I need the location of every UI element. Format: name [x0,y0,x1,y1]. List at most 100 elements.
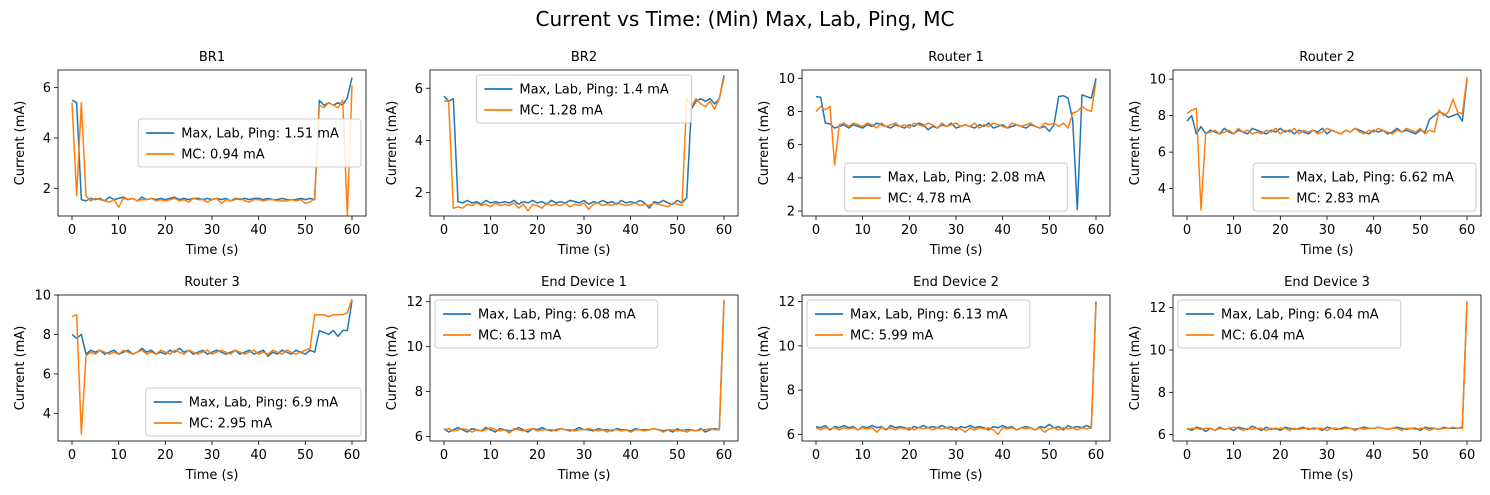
x-tick-label: 20 [529,223,546,238]
x-tick-label: 20 [1272,448,1289,463]
y-tick-label: 12 [406,295,423,310]
legend: Max, Lab, Ping: 6.04 mA MC: 6.04 mA [1177,299,1402,349]
subplot-title: Router 1 [928,50,984,65]
subplot-title: End Device 3 [1284,275,1370,290]
y-tick-label: 8 [43,328,51,343]
y-axis-label: Current (mA) [1128,101,1143,186]
legend-label-2: MC: 2.83 mA [1296,192,1380,207]
subplot-title: Router 3 [184,275,240,290]
x-tick-label: 40 [994,223,1011,238]
legend: Max, Lab, Ping: 6.08 mA MC: 6.13 mA [434,299,659,349]
x-tick-label: 50 [1412,223,1429,238]
legend-label-1: Max, Lab, Ping: 6.62 mA [1296,171,1454,186]
x-tick-label: 10 [482,223,499,238]
legend-label-2: MC: 1.28 mA [519,104,603,119]
y-tick-label: 6 [415,430,423,445]
legend: Max, Lab, Ping: 1.4 mA MC: 1.28 mA [475,74,693,124]
x-tick-label: 60 [716,448,733,463]
y-axis-label: Current (mA) [13,326,28,411]
x-tick-label: 10 [854,223,871,238]
subplot-title: BR2 [571,50,597,65]
legend-label-2: MC: 6.13 mA [478,329,562,344]
x-axis-label: Time (s) [1300,243,1354,258]
legend: Max, Lab, Ping: 6.62 mA MC: 2.83 mA [1252,162,1477,212]
y-tick-label: 6 [1158,428,1166,443]
legend-label-1: Max, Lab, Ping: 6.13 mA [850,308,1008,323]
x-tick-label: 50 [297,448,314,463]
y-tick-label: 2 [415,186,423,201]
x-tick-label: 60 [716,223,733,238]
series-line-2 [444,77,725,212]
legend-label-2: MC: 0.94 mA [181,148,265,163]
x-tick-label: 60 [344,223,361,238]
x-tick-label: 40 [250,223,267,238]
legend-box [1252,162,1477,212]
x-tick-label: 60 [1459,223,1476,238]
legend: Max, Lab, Ping: 6.9 mA MC: 2.95 mA [145,387,362,437]
y-tick-label: 6 [43,367,51,382]
legend-label-2: MC: 5.99 mA [850,329,934,344]
x-tick-label: 20 [1272,223,1289,238]
y-tick-label: 6 [415,82,423,97]
y-tick-label: 8 [1158,386,1166,401]
x-tick-label: 30 [1319,448,1336,463]
legend-box [434,299,659,349]
legend-label-1: Max, Lab, Ping: 1.51 mA [181,127,339,142]
series-group [1186,301,1468,433]
y-tick-label: 10 [1149,73,1166,88]
series-group [71,298,353,435]
y-tick-label: 8 [415,385,423,400]
legend-box [806,299,1031,349]
x-axis-label: Time (s) [557,468,611,483]
x-tick-label: 40 [622,448,639,463]
x-tick-label: 0 [440,223,448,238]
y-axis-label: Current (mA) [13,101,28,186]
legend-label-1: Max, Lab, Ping: 2.08 mA [888,171,1046,186]
x-tick-label: 20 [901,223,918,238]
series-line-1 [1186,301,1468,433]
x-tick-label: 10 [482,448,499,463]
x-tick-label: 30 [948,448,965,463]
y-tick-label: 6 [787,428,795,443]
subplot-8: End Device 3 0 10 20 30 40 50 60 6 8 10 12 Time (s) C… [1128,275,1482,483]
series-line-1 [815,301,1097,431]
x-axis-label: Time (s) [929,243,983,258]
x-tick-label: 30 [576,448,593,463]
x-tick-label: 20 [901,448,918,463]
x-tick-label: 10 [854,448,871,463]
x-tick-label: 50 [669,448,686,463]
series-line-2 [443,299,725,434]
y-tick-label: 4 [43,407,51,422]
x-tick-label: 0 [440,448,448,463]
legend: Max, Lab, Ping: 1.51 mA MC: 0.94 mA [137,118,362,168]
legend-label-1: Max, Lab, Ping: 6.9 mA [189,396,339,411]
x-tick-label: 20 [157,448,174,463]
x-tick-label: 10 [110,448,127,463]
y-tick-label: 10 [778,339,795,354]
subplot-2: BR2 0 10 20 30 40 50 60 2 4 6 Time (s) Current (mA) M… [385,50,739,258]
series-line-2 [1186,77,1468,211]
x-tick-label: 20 [157,223,174,238]
x-tick-label: 40 [1365,448,1382,463]
x-tick-label: 0 [68,448,76,463]
legend-label-2: MC: 6.04 mA [1221,329,1305,344]
series-line-2 [71,85,353,216]
x-tick-label: 50 [1412,448,1429,463]
x-tick-label: 10 [1225,223,1242,238]
x-tick-label: 0 [1183,223,1191,238]
x-axis-label: Time (s) [557,243,611,258]
x-tick-label: 0 [1183,448,1191,463]
x-tick-label: 40 [1365,223,1382,238]
series-line-1 [815,78,1097,211]
legend-box [145,387,362,437]
x-tick-label: 30 [204,223,221,238]
y-tick-label: 8 [1158,109,1166,124]
figure-title: Current vs Time: (Min) Max, Lab, Ping, M… [536,7,955,31]
x-tick-label: 0 [812,223,820,238]
legend: Max, Lab, Ping: 6.13 mA MC: 5.99 mA [806,299,1031,349]
x-axis-label: Time (s) [185,468,239,483]
x-axis-label: Time (s) [929,468,983,483]
subplot-title: Router 2 [1299,50,1355,65]
x-tick-label: 30 [948,223,965,238]
x-tick-label: 50 [669,223,686,238]
